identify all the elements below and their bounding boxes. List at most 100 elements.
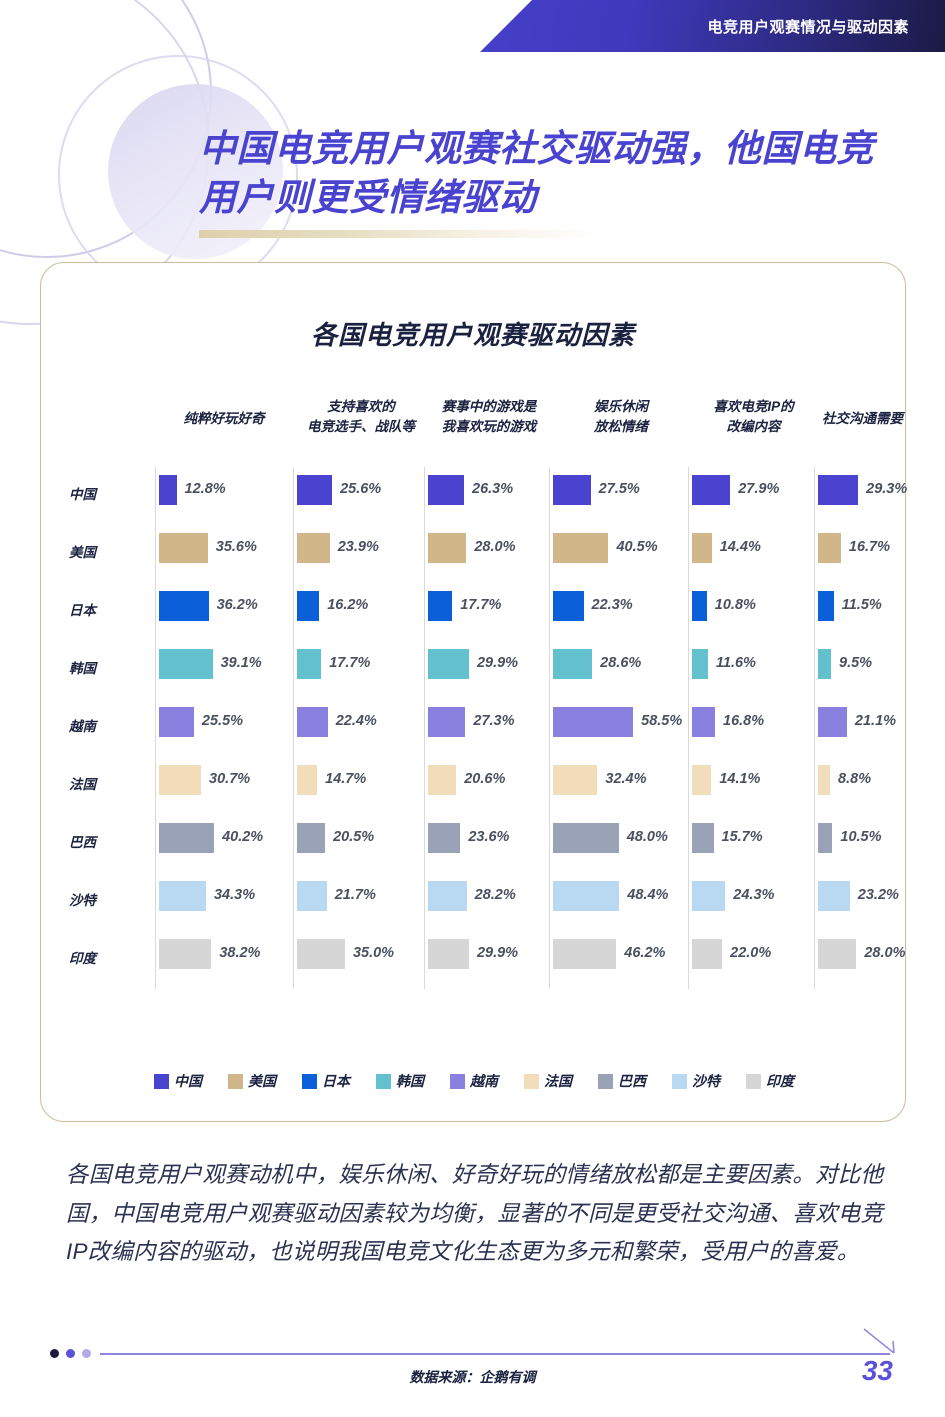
bar-value-美国-4: 40.5% — [616, 539, 658, 555]
bar-value-中国-2: 25.6% — [340, 481, 382, 497]
bar-value-印度-5: 22.0% — [730, 945, 772, 961]
bar-value-美国-1: 35.6% — [215, 539, 257, 555]
footer-rule — [100, 1353, 890, 1355]
column-axis-line-1 — [155, 467, 156, 989]
bar-印度-6 — [818, 939, 857, 969]
bar-印度-1 — [159, 939, 212, 969]
bar-韩国-5 — [692, 649, 708, 679]
bar-法国-1 — [159, 765, 202, 795]
legend-item-巴西[interactable]: 巴西 — [598, 1071, 646, 1091]
bar-value-美国-2: 23.9% — [337, 539, 379, 555]
bar-中国-3 — [428, 475, 465, 505]
chart-legend: 中国 美国 日本 韩国 越南 法国 巴西 沙特 印度 — [41, 1071, 907, 1091]
bar-印度-2 — [297, 939, 345, 969]
bar-value-法国-5: 14.1% — [719, 771, 761, 787]
bar-value-日本-1: 36.2% — [216, 597, 258, 613]
column-header-line: 电竞选手、战队等 — [307, 418, 415, 434]
bar-沙特-5 — [692, 881, 726, 911]
row-label-法国: 法国 — [69, 777, 96, 792]
bar-value-沙特-3: 28.2% — [474, 887, 516, 903]
legend-swatch-icon — [228, 1073, 243, 1089]
bar-中国-6 — [818, 475, 859, 505]
bar-value-韩国-6: 9.5% — [839, 655, 873, 671]
legend-label: 巴西 — [618, 1073, 646, 1089]
row-label-巴西: 巴西 — [69, 835, 96, 850]
bar-日本-5 — [692, 591, 707, 621]
column-header-line: 娱乐休闲 — [594, 399, 648, 414]
bar-value-沙特-5: 24.3% — [733, 887, 775, 903]
chart-area: 纯粹好玩好奇 支持喜欢的 电竞选手、战队等 赛事中的游戏是 我喜欢玩的游戏 娱乐休闲 放松情… — [41, 389, 907, 1059]
legend-label: 中国 — [174, 1073, 202, 1089]
bar-value-中国-1: 12.8% — [184, 481, 226, 497]
column-header-line: 改编内容 — [726, 418, 781, 434]
column-header-line: 我喜欢玩的游戏 — [441, 418, 537, 434]
column-header-line: 放松情绪 — [594, 418, 648, 434]
bar-沙特-1 — [159, 881, 206, 911]
bar-value-巴西-4: 48.0% — [626, 829, 668, 845]
bar-value-印度-6: 28.0% — [864, 945, 906, 961]
bar-value-沙特-6: 23.2% — [857, 887, 899, 903]
bar-value-日本-4: 22.3% — [591, 597, 633, 613]
bar-value-日本-3: 17.7% — [460, 597, 502, 613]
legend-swatch-icon — [302, 1073, 317, 1089]
column-header-line: 赛事中的游戏是 — [441, 399, 537, 414]
bar-value-中国-6: 29.3% — [866, 481, 908, 497]
legend-label: 韩国 — [396, 1073, 424, 1089]
bar-value-巴西-3: 23.6% — [468, 829, 510, 845]
bar-value-越南-2: 22.4% — [335, 713, 377, 729]
column-header-line: 社交沟通需要 — [822, 411, 903, 426]
bar-value-巴西-5: 15.7% — [721, 829, 763, 845]
bar-日本-4 — [553, 591, 584, 621]
bar-巴西-5 — [692, 823, 714, 853]
data-source-label: 数据来源：企鹅有调 — [409, 1369, 536, 1385]
bar-印度-4 — [553, 939, 617, 969]
legend-item-沙特[interactable]: 沙特 — [672, 1071, 720, 1091]
legend-item-韩国[interactable]: 韩国 — [376, 1071, 424, 1091]
legend-item-越南[interactable]: 越南 — [450, 1071, 498, 1091]
bar-value-法国-2: 14.7% — [325, 771, 367, 787]
column-axis-line-3 — [424, 467, 425, 989]
footer-dot-2 — [66, 1349, 75, 1358]
bar-value-巴西-1: 40.2% — [222, 829, 264, 845]
row-label-印度: 印度 — [69, 951, 96, 966]
bar-value-法国-3: 20.6% — [464, 771, 506, 787]
legend-item-法国[interactable]: 法国 — [524, 1071, 572, 1091]
bar-value-美国-3: 28.0% — [474, 539, 516, 555]
legend-swatch-icon — [524, 1073, 539, 1089]
legend-item-中国[interactable]: 中国 — [154, 1071, 202, 1091]
bar-法国-4 — [553, 765, 598, 795]
page-title: 中国电竞用户观赛社交驱动强，他国电竞用户则更受情绪驱动 — [199, 128, 874, 218]
bar-日本-6 — [818, 591, 834, 621]
column-header-line: 喜欢电竞IP的 — [713, 399, 794, 414]
column-header-2: 支持喜欢的 电竞选手、战队等 — [271, 397, 451, 436]
legend-label: 美国 — [248, 1073, 276, 1089]
footer-progress-dots — [50, 1349, 91, 1358]
bar-美国-1 — [159, 533, 208, 563]
bar-value-印度-4: 46.2% — [624, 945, 666, 961]
bar-value-印度-2: 35.0% — [352, 945, 395, 961]
bar-value-美国-6: 16.7% — [848, 539, 890, 555]
legend-swatch-icon — [598, 1073, 613, 1089]
bar-巴西-6 — [818, 823, 833, 853]
bar-value-沙特-1: 34.3% — [213, 887, 256, 903]
bar-越南-2 — [297, 707, 328, 737]
bar-value-日本-2: 16.2% — [327, 597, 369, 613]
legend-label: 日本 — [322, 1073, 350, 1089]
footer-dot-1 — [50, 1349, 59, 1358]
page-number: 33 — [861, 1355, 893, 1386]
bar-越南-4 — [553, 707, 634, 737]
legend-item-日本[interactable]: 日本 — [302, 1071, 350, 1091]
bar-越南-1 — [159, 707, 194, 737]
legend-item-美国[interactable]: 美国 — [228, 1071, 276, 1091]
bar-韩国-4 — [553, 649, 593, 679]
bar-value-法国-6: 8.8% — [838, 771, 872, 787]
legend-item-印度[interactable]: 印度 — [746, 1071, 794, 1091]
legend-label: 沙特 — [692, 1073, 720, 1089]
row-label-沙特: 沙特 — [69, 893, 96, 908]
bar-日本-2 — [297, 591, 320, 621]
column-header-4: 娱乐休闲 放松情绪 — [531, 397, 711, 436]
bar-印度-3 — [428, 939, 469, 969]
row-label-日本: 日本 — [69, 603, 96, 618]
bar-美国-4 — [553, 533, 609, 563]
bar-美国-2 — [297, 533, 330, 563]
